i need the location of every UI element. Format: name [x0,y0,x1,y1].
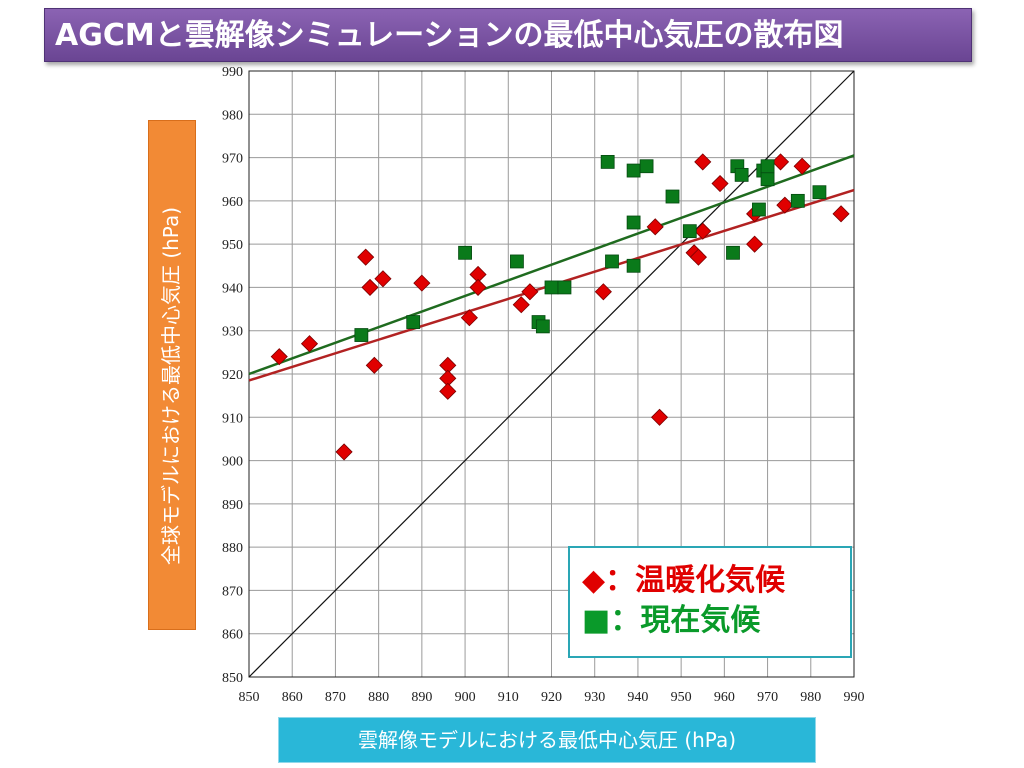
legend: ◆：温暖化気候 ■：現在気候 [568,546,852,658]
data-point-warming [512,296,530,314]
data-point-present [544,280,559,295]
data-point-warming [694,153,712,171]
x-tick-label: 880 [368,690,389,705]
data-point-warming [357,248,375,266]
data-point-present [354,328,369,342]
data-point-warming [711,174,729,193]
data-point-present [790,193,805,208]
x-tick-label: 970 [757,690,778,705]
data-point-warming [300,335,319,353]
data-point-warming [413,274,431,292]
legend-item-present: ■：現在気候 [582,600,850,640]
green-square-icon: ■ [582,602,611,638]
legend-label-present: ：現在気候 [610,602,761,638]
data-point-warming [694,222,712,240]
data-point-present [626,258,641,273]
data-point-warming [646,218,664,236]
data-point-warming [270,348,288,366]
data-point-present [406,315,421,329]
data-point-present [665,189,680,204]
data-point-present [458,245,472,260]
x-tick-label: 940 [627,690,648,705]
x-tick-label: 870 [325,690,346,705]
y-tick-label: 850 [222,671,243,686]
x-tick-label: 920 [541,690,562,705]
trendline-present [248,154,855,376]
y-tick-label: 920 [222,368,243,383]
data-point-warming [594,283,612,301]
tick-labels: 850 860 870 880 890 900 910 920 930 940 950 960 970 9… [222,65,865,705]
y-axis-label-box [148,120,196,630]
data-point-present [734,167,749,182]
data-point-warming [776,196,794,214]
x-axis-label: 雲解像モデルにおける最低中心気圧 (hPa) [278,717,816,763]
red-diamond-icon: ◆ [582,562,606,598]
x-tick-label: 990 [844,690,865,705]
data-point-present [626,215,641,230]
identity-line [248,70,855,678]
y-tick-label: 900 [222,455,243,470]
y-tick-label: 940 [222,281,243,296]
y-tick-label: 980 [222,108,243,123]
y-tick-label: 960 [222,195,243,210]
data-point-warming [521,283,539,301]
y-tick-label: 880 [222,541,243,556]
x-tick-label: 900 [455,690,476,705]
data-point-warming [771,153,790,171]
data-point-warming [746,235,764,253]
y-tick-label: 930 [222,325,243,340]
data-point-warming [335,443,353,461]
y-tick-label: 890 [222,498,243,513]
y-tick-label: 950 [222,238,243,253]
data-point-warming [439,382,457,400]
page-title: AGCMと雲解像シミュレーションの最低中心気圧の散布図 [44,8,972,62]
x-tick-label: 860 [282,690,303,705]
y-tick-label: 990 [222,65,243,80]
data-point-present [760,159,775,174]
data-point-present [726,245,740,260]
data-point-present [626,163,641,178]
x-tick-label: 890 [411,690,432,705]
data-point-warming [374,270,392,288]
y-tick-label: 860 [222,628,243,643]
data-point-present [600,154,615,169]
data-point-present [510,254,524,269]
data-point-warming [650,408,669,426]
y-tick-label: 870 [222,584,243,599]
data-point-warming [460,309,478,327]
x-tick-label: 950 [671,690,692,705]
x-tick-label: 930 [584,690,605,705]
data-point-present [760,172,775,187]
data-point-present [812,185,827,200]
data-point-present [535,319,550,334]
y-tick-label: 970 [222,152,243,167]
data-point-present [752,202,766,217]
data-points [270,153,850,461]
data-point-present [605,254,619,269]
data-point-warming [469,278,487,296]
legend-item-warming: ◆：温暖化気候 [582,560,850,600]
data-point-warming [793,157,811,175]
x-tick-label: 980 [800,690,821,705]
data-point-present [639,159,654,174]
data-point-warming [689,248,707,266]
data-point-present [557,280,572,295]
legend-label-warming: ：温暖化気候 [605,562,786,598]
data-point-warming [361,278,379,296]
x-tick-label: 910 [498,690,519,705]
x-tick-label: 960 [714,690,735,705]
x-tick-label: 850 [239,690,260,705]
data-point-warming [365,356,383,374]
data-point-warming [832,205,850,223]
data-point-present [682,224,697,239]
y-tick-label: 910 [222,411,243,426]
